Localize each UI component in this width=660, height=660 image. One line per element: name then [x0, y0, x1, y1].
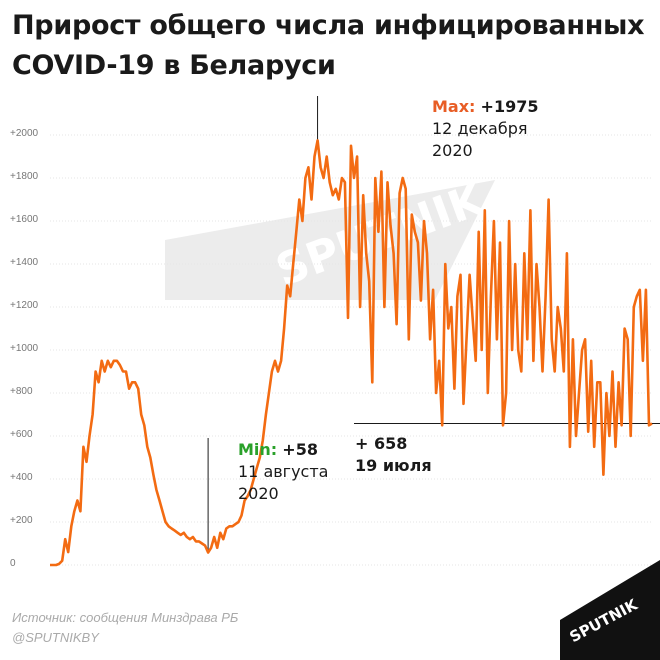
twitter-handle: @SPUTNIKBY	[12, 630, 99, 645]
series-line	[50, 139, 653, 567]
max-key: Max:	[432, 97, 476, 116]
max-annotation: Max: +1975 12 декабря 2020	[432, 96, 538, 162]
max-date-line1: 12 декабря	[432, 119, 528, 138]
source-note: Источник: сообщения Минздрава РБ	[12, 610, 239, 625]
y-tick-label: +400	[10, 472, 33, 483]
min-date-line2: 2020	[238, 484, 279, 503]
y-tick-label: +1800	[10, 171, 39, 182]
max-value: +1975	[480, 97, 539, 116]
recent-annotation: + 658 19 июля	[355, 433, 432, 477]
min-date-line1: 11 августа	[238, 462, 329, 481]
sputnik-logo: SPUTNIK	[560, 560, 660, 660]
recent-date: 19 июля	[355, 456, 432, 475]
min-annotation: Min: +58 11 августа 2020	[238, 439, 328, 505]
y-tick-label: 0	[10, 558, 16, 569]
y-tick-label: +600	[10, 429, 33, 440]
y-tick-label: +1200	[10, 300, 39, 311]
y-tick-label: +1600	[10, 214, 39, 225]
min-value: +58	[282, 440, 318, 459]
y-tick-label: +200	[10, 515, 33, 526]
chart-title: Прирост общего числа инфицированных COVI…	[12, 6, 652, 86]
title-line-2: COVID-19 в Беларуси	[12, 50, 336, 81]
y-tick-label: +800	[10, 386, 33, 397]
max-date-line2: 2020	[432, 141, 473, 160]
y-tick-label: +1400	[10, 257, 39, 268]
min-key: Min:	[238, 440, 278, 459]
title-line-1: Прирост общего числа инфицированных	[12, 10, 645, 41]
y-tick-label: +1000	[10, 343, 39, 354]
y-tick-label: +2000	[10, 128, 39, 139]
recent-value: + 658	[355, 434, 408, 453]
